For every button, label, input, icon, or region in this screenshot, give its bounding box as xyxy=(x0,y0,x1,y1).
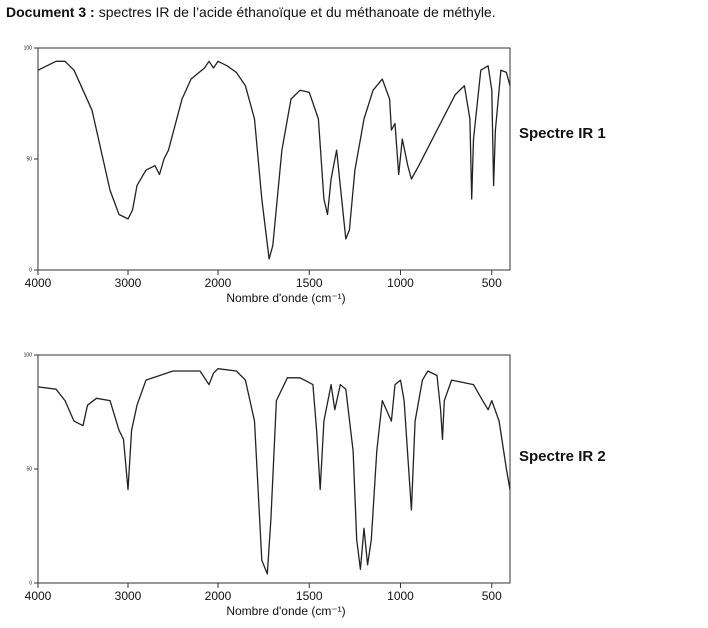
x-axis-label: Nombre d'onde (cm⁻¹) xyxy=(226,604,345,618)
y-tick-label: 0 xyxy=(29,580,32,586)
spectrum-line xyxy=(37,60,511,260)
x-tick-label: 1000 xyxy=(387,276,414,290)
heading-label: Document 3 : xyxy=(6,4,95,20)
x-tick-label: 2000 xyxy=(205,589,232,603)
y-tick-label: 100 xyxy=(24,352,33,358)
plot-frame xyxy=(37,354,511,584)
y-tick-label: 0 xyxy=(29,267,32,273)
x-tick-label: 1000 xyxy=(387,589,414,603)
x-tick-label: 500 xyxy=(482,276,502,290)
x-tick-label: 1500 xyxy=(296,276,323,290)
x-tick-label: 1500 xyxy=(296,589,323,603)
spectrum-line xyxy=(37,368,511,575)
x-tick-label: 3000 xyxy=(115,589,142,603)
spectrum-label: Spectre IR 1 xyxy=(519,125,606,142)
y-tick-label: 100 xyxy=(24,45,33,51)
x-tick-label: 4000 xyxy=(25,276,52,290)
heading-text: spectres IR de l’acide éthanoïque et du … xyxy=(99,4,496,20)
y-tick-label: 50 xyxy=(26,466,32,472)
heading: Document 3 : spectres IR de l’acide éthan… xyxy=(6,4,496,20)
x-tick-label: 2000 xyxy=(205,276,232,290)
y-tick-label: 50 xyxy=(26,156,32,162)
x-tick-label: 3000 xyxy=(115,276,142,290)
spectrum-label: Spectre IR 2 xyxy=(519,448,606,465)
x-tick-label: 4000 xyxy=(25,589,52,603)
x-axis-label: Nombre d'onde (cm⁻¹) xyxy=(226,291,345,305)
x-tick-label: 500 xyxy=(482,589,502,603)
